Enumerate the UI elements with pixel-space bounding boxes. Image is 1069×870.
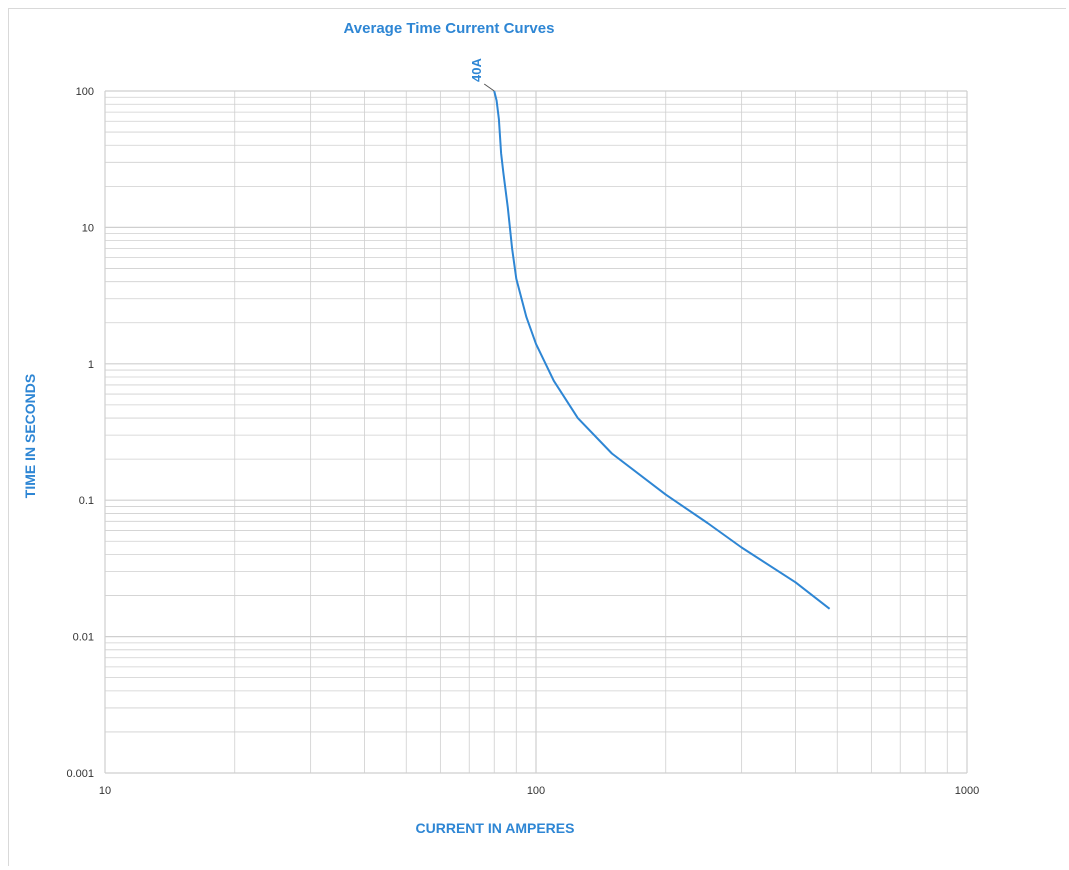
x-axis-title: CURRENT IN AMPERES <box>416 820 575 836</box>
y-tick-label: 0.1 <box>79 495 94 507</box>
chart-title: Average Time Current Curves <box>344 20 555 37</box>
tick-labels: 10 100 1000 0.001 0.01 0.1 1 10 100 <box>66 86 979 797</box>
y-tick-label: 100 <box>76 86 94 98</box>
series-label-leader <box>483 83 495 92</box>
x-tick-label: 100 <box>527 785 545 797</box>
series-line-40A <box>493 90 831 610</box>
x-tick-label: 10 <box>99 785 111 797</box>
chart-frame <box>8 8 1066 866</box>
y-tick-label: 0.001 <box>66 768 94 780</box>
y-tick-label: 10 <box>82 222 94 234</box>
series-label: 40A <box>469 58 484 82</box>
y-tick-label: 0.01 <box>73 632 94 644</box>
y-axis-title: TIME IN SECONDS <box>22 374 38 498</box>
x-tick-label: 1000 <box>955 785 979 797</box>
y-tick-label: 1 <box>88 359 94 371</box>
grid <box>104 90 968 774</box>
series-layer: 40A <box>469 58 831 610</box>
